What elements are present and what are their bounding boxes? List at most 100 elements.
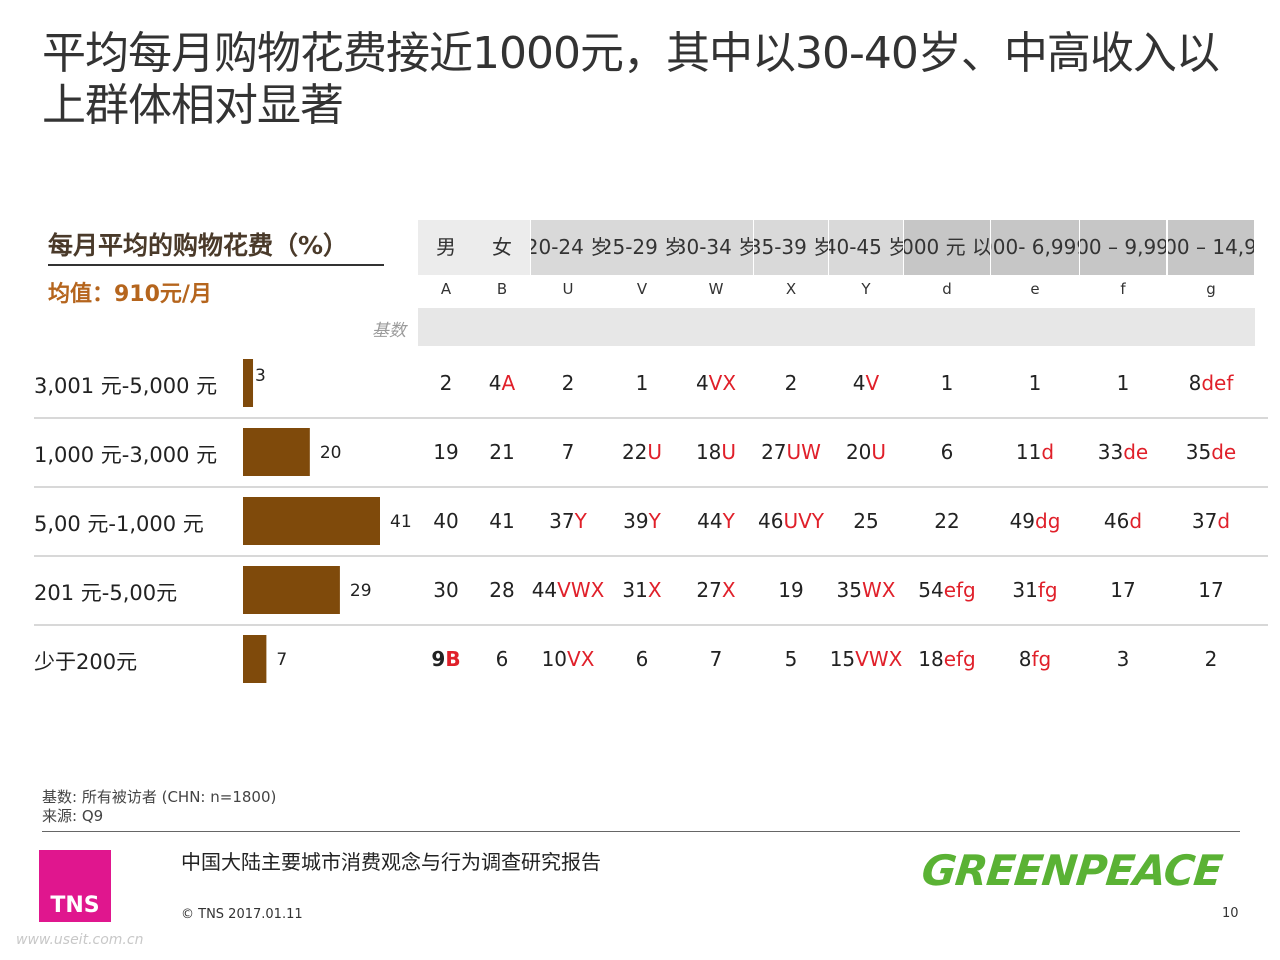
watermark: www.useit.com.cn (16, 932, 144, 948)
significance-marker: VX (567, 647, 595, 671)
cell-value: 17 (1110, 578, 1136, 602)
table-cell: 20U (823, 440, 909, 464)
significance-marker: de (1123, 440, 1149, 464)
cell-value: 1 (1028, 371, 1042, 395)
base-row (418, 308, 1255, 346)
cell-value: 28 (489, 578, 515, 602)
table-cell: 46UVY (748, 509, 834, 533)
bar (243, 359, 254, 407)
table-cell: 2 (525, 371, 611, 395)
cell-value: 46 (1103, 509, 1130, 533)
significance-marker: fg (1037, 578, 1058, 602)
table-cell: 8def (1162, 371, 1260, 395)
table-cell: 37Y (525, 509, 611, 533)
table-cell: 19 (748, 578, 834, 602)
column-header: 10,000 – 14,999元 (1168, 220, 1254, 275)
table-cell: 11d (985, 440, 1085, 464)
significance-marker: fg (1031, 647, 1052, 671)
cell-value: 21 (489, 440, 515, 464)
table-cell: 46d (1074, 509, 1172, 533)
cell-value: 17 (1198, 578, 1224, 602)
cell-value: 41 (489, 509, 515, 533)
cell-value: 5 (784, 647, 798, 671)
table-cell: 44Y (673, 509, 759, 533)
cell-value: 40 (433, 509, 459, 533)
column-code: B (496, 280, 508, 298)
cell-value: 7 (709, 647, 723, 671)
cell-value: 8 (1188, 371, 1202, 395)
significance-marker: U (721, 440, 737, 464)
row-separator (34, 555, 1268, 557)
cell-value: 54 (918, 578, 944, 602)
table-cell: 39Y (599, 509, 685, 533)
table-cell: 2 (1162, 647, 1260, 671)
table-cell: 17 (1074, 578, 1172, 602)
table-cell: 7 (673, 647, 759, 671)
table-cell: 18efg (898, 647, 996, 671)
greenpeace-logo: GREENPEACE (919, 846, 1225, 895)
cell-value: 33 (1097, 440, 1124, 464)
cell-value: 19 (433, 440, 459, 464)
column-code: f (1120, 280, 1126, 298)
table-cell: 15VWX (823, 647, 909, 671)
cell-value: 2 (439, 371, 453, 395)
cell-value: 37 (549, 509, 575, 533)
significance-marker: efg (943, 647, 976, 671)
table-cell: 33de (1074, 440, 1172, 464)
cell-value: 35 (836, 578, 862, 602)
table-cell: 7 (525, 440, 611, 464)
cell-value: 27 (761, 440, 787, 464)
cell-value: 4 (695, 371, 709, 395)
column-header: 30-34 岁 (679, 220, 753, 275)
table-cell: 22U (599, 440, 685, 464)
column-header: 5,000- 6,999元 (991, 220, 1079, 275)
bar-value-label: 3 (255, 366, 266, 386)
significance-marker: efg (943, 578, 976, 602)
cell-value: 4 (488, 371, 502, 395)
cell-value: 15 (829, 647, 856, 671)
bar (243, 635, 267, 683)
row-label: 1,000 元-3,000 元 (34, 443, 218, 467)
table-cell: 1 (898, 371, 996, 395)
table-cell: 4VX (673, 371, 759, 395)
significance-marker: Y (722, 509, 735, 533)
significance-marker: UVY (783, 509, 824, 533)
significance-marker: Y (648, 509, 661, 533)
significance-marker: d (1217, 509, 1231, 533)
column-code: A (440, 280, 452, 298)
cell-value: 25 (853, 509, 879, 533)
table-cell: 35WX (823, 578, 909, 602)
row-label: 5,00 元-1,000 元 (34, 512, 204, 536)
cell-value: 37 (1191, 509, 1218, 533)
significance-marker: dg (1035, 509, 1061, 533)
row-label: 201 元-5,00元 (34, 581, 178, 605)
column-code: Y (861, 280, 871, 298)
table-cell: 18U (673, 440, 759, 464)
cell-value: 46 (758, 509, 784, 533)
table-cell: 4V (823, 371, 909, 395)
table-cell: 27X (673, 578, 759, 602)
cell-value: 6 (495, 647, 509, 671)
table-cell: 31X (599, 578, 685, 602)
table-cell: 30 (412, 578, 480, 602)
cell-value: 1 (1116, 371, 1130, 395)
table-cell: 6 (468, 647, 536, 671)
significance-marker: d (1129, 509, 1143, 533)
table-cell: 44VWX (525, 578, 611, 602)
table-cell: 5 (748, 647, 834, 671)
table-cell: 10VX (525, 647, 611, 671)
table-cell: 1 (985, 371, 1085, 395)
table-cell: 19 (412, 440, 480, 464)
cell-value: 22 (934, 509, 960, 533)
significance-marker: B (445, 647, 461, 671)
table-cell: 4A (468, 371, 536, 395)
table-cell: 2 (748, 371, 834, 395)
row-label: 3,001 元-5,000 元 (34, 374, 218, 398)
cell-value: 1 (635, 371, 649, 395)
cell-value: 6 (940, 440, 954, 464)
significance-marker: de (1211, 440, 1237, 464)
footnote-source: 来源: Q9 (42, 807, 104, 825)
table-cell: 17 (1162, 578, 1260, 602)
column-header: 5,000 元 以下 (904, 220, 990, 275)
